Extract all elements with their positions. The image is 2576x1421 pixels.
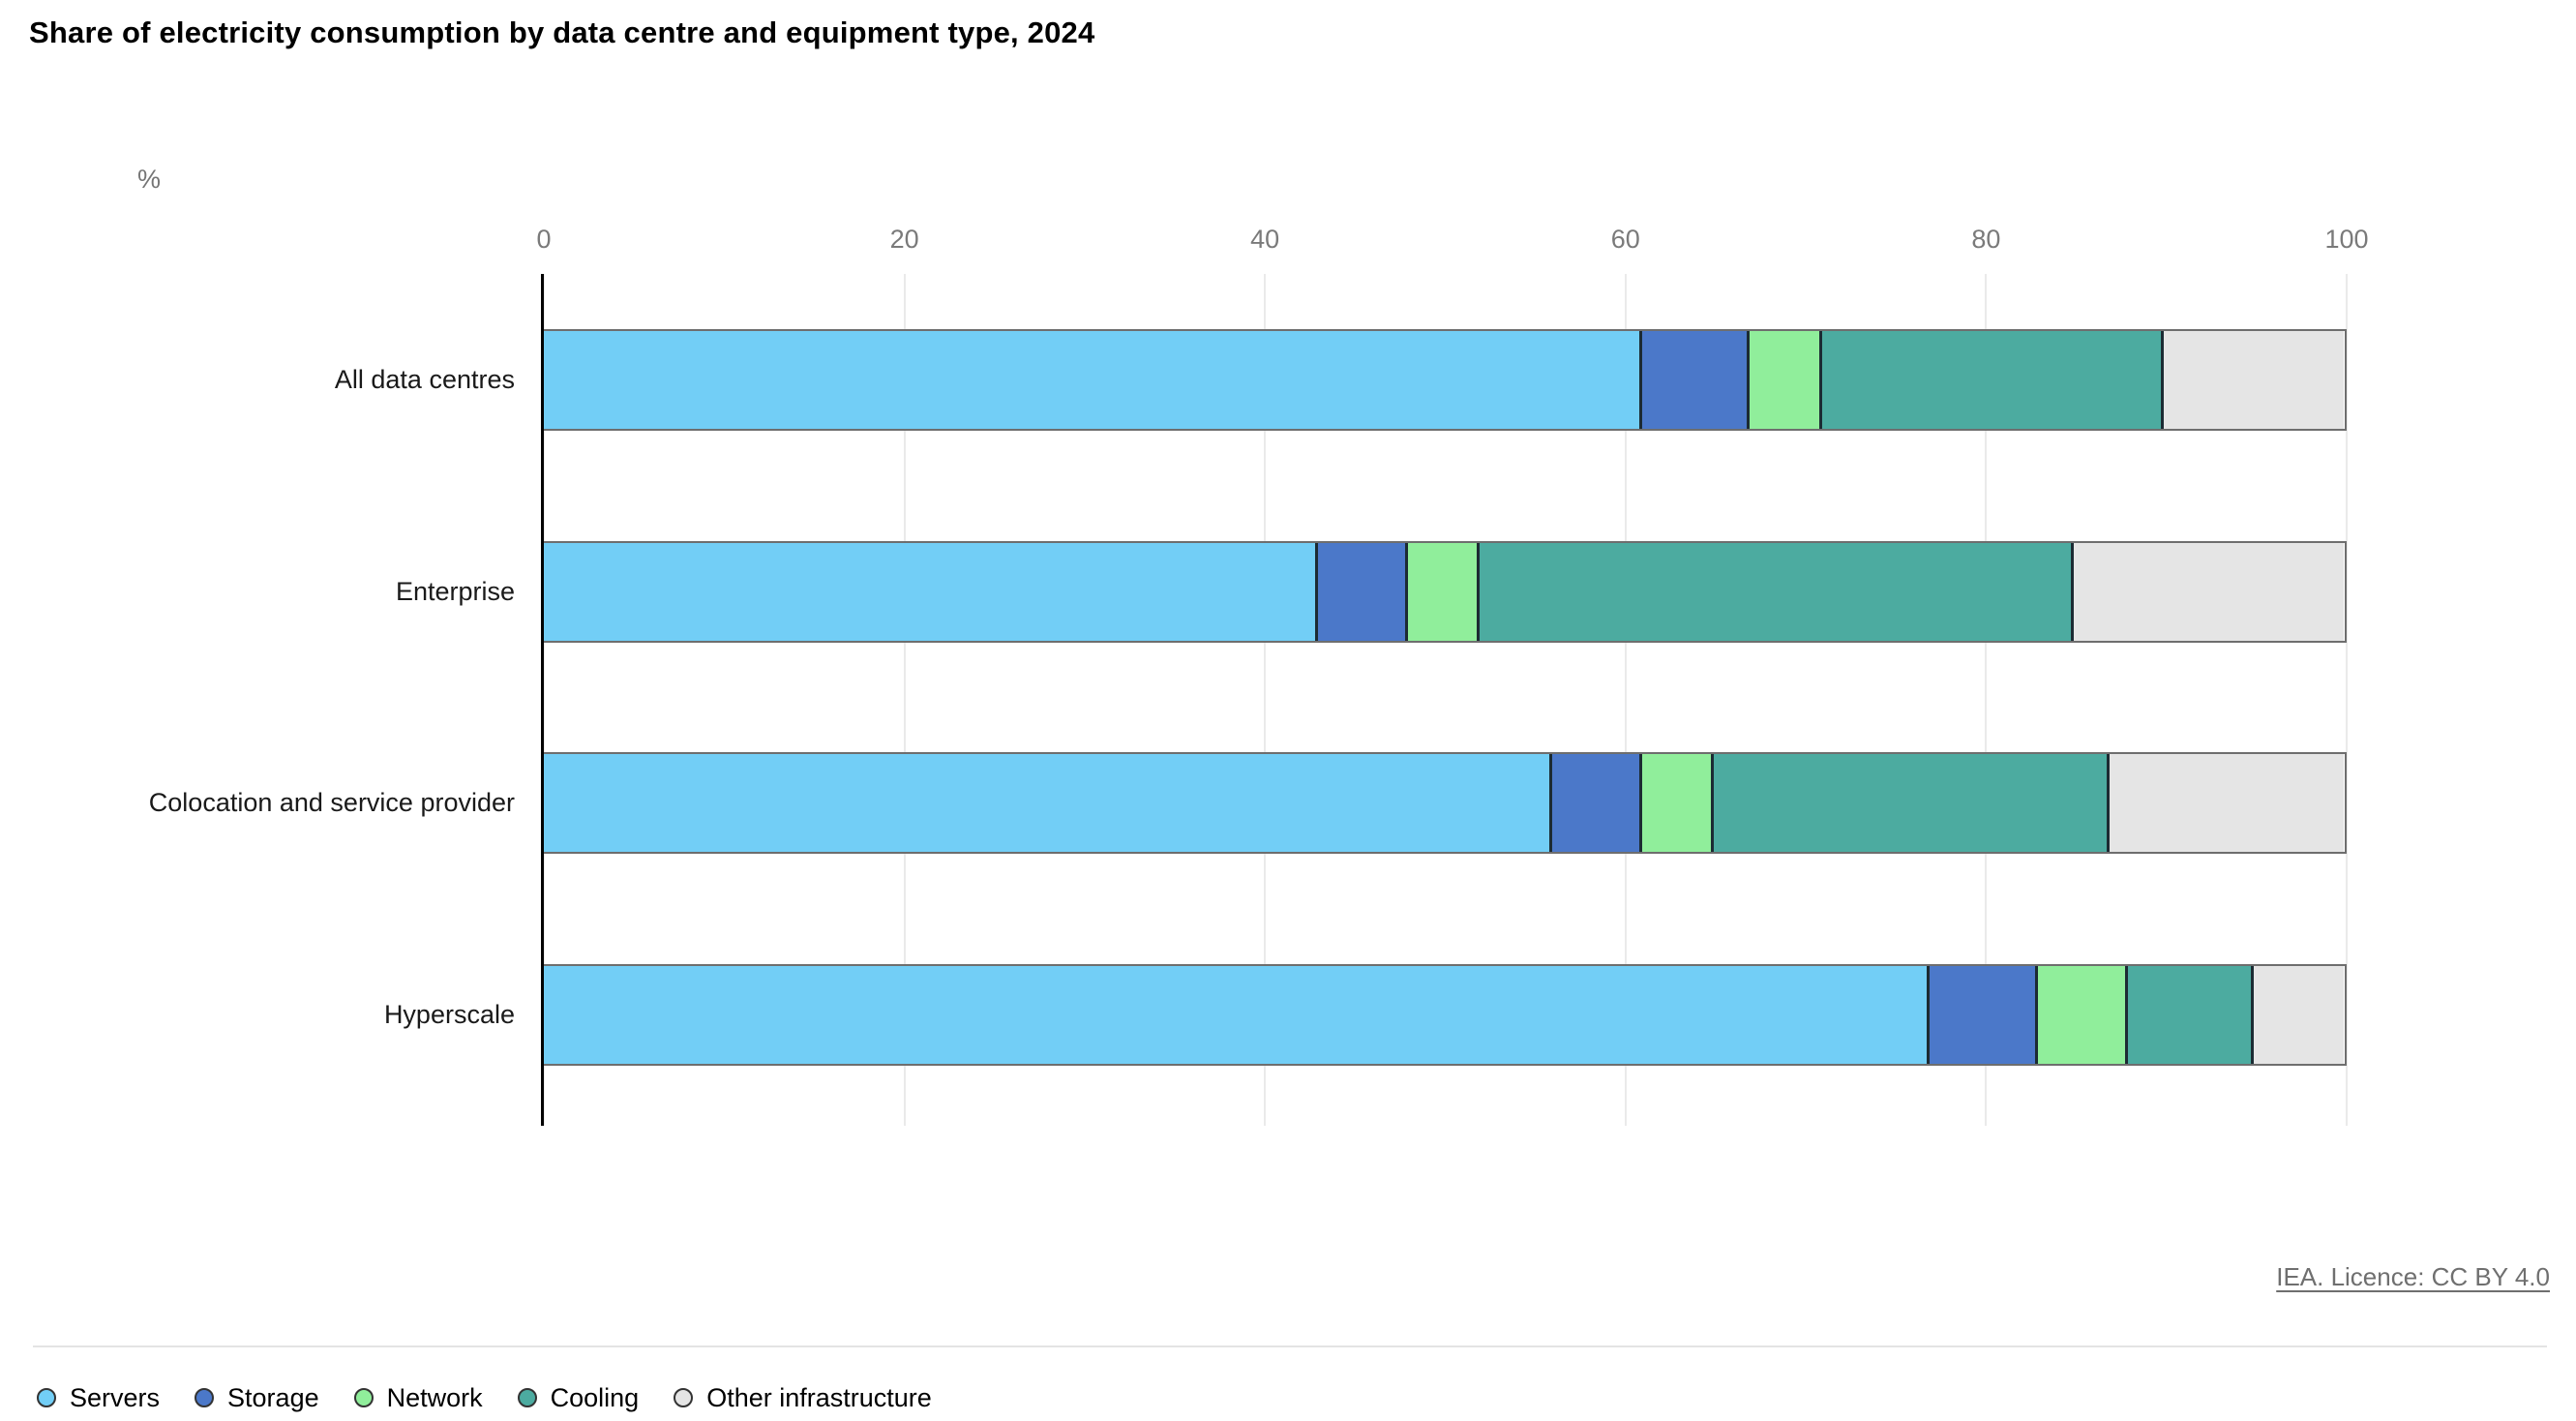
legend-item-other-infrastructure[interactable]: Other infrastructure (674, 1383, 932, 1413)
bar-row-colocation-and-service-provider (544, 752, 2347, 854)
legend-label-servers: Servers (70, 1382, 161, 1412)
bar-segment-other-infrastructure[interactable] (2164, 331, 2344, 429)
gridline-100 (2346, 274, 2348, 1126)
bar-row-enterprise (544, 541, 2347, 643)
gridline-20 (903, 274, 906, 1126)
category-label-enterprise: Enterprise (395, 577, 515, 606)
bar-segment-cooling[interactable] (1821, 331, 2164, 429)
gridline-40 (1264, 274, 1267, 1126)
legend: Servers Storage Network Cooling Other infras… (37, 1376, 932, 1419)
legend-marker-network-icon (353, 1388, 374, 1407)
legend-marker-storage-icon (195, 1388, 215, 1407)
legend-label-cooling: Cooling (550, 1382, 640, 1412)
gridline-60 (1624, 274, 1627, 1126)
footer-divider (33, 1345, 2547, 1347)
category-label-colocation-and-service-provider: Colocation and service provider (148, 788, 515, 817)
legend-item-cooling[interactable]: Cooling (517, 1382, 640, 1413)
legend-item-servers[interactable]: Servers (37, 1383, 160, 1413)
bar-segment-network[interactable] (2037, 966, 2128, 1064)
gridline-0 (543, 274, 545, 1126)
bar-segment-cooling[interactable] (2127, 966, 2254, 1064)
y-axis-line (541, 274, 544, 1126)
category-label-hyperscale: Hyperscale (383, 1000, 515, 1029)
x-tick-label: 60 (1610, 225, 1640, 254)
y-axis-unit-label: % (137, 165, 162, 194)
chart-title: Share of electricity consumption by data… (29, 15, 1095, 49)
bar-segment-servers[interactable] (544, 754, 1552, 852)
legend-marker-cooling-icon (517, 1388, 537, 1407)
gridline-80 (1985, 274, 1988, 1126)
bar-segment-servers[interactable] (544, 543, 1318, 641)
bar-segment-storage[interactable] (1930, 966, 2038, 1064)
bar-segment-storage[interactable] (1551, 754, 1642, 852)
legend-marker-other-infrastructure-icon (674, 1388, 694, 1407)
legend-marker-servers-icon (37, 1388, 56, 1407)
x-tick-label: 0 (536, 225, 552, 254)
legend-label-other-infrastructure: Other infrastructure (706, 1382, 932, 1412)
x-tick-label: 20 (889, 225, 919, 254)
bar-segment-other-infrastructure[interactable] (2110, 754, 2344, 852)
bar-segment-cooling[interactable] (1480, 543, 2074, 641)
bar-segment-other-infrastructure[interactable] (2074, 543, 2344, 641)
bar-segment-network[interactable] (1641, 754, 1714, 852)
x-tick-label: 80 (1971, 225, 2001, 254)
bar-segment-servers[interactable] (544, 966, 1931, 1064)
legend-label-network: Network (386, 1382, 483, 1412)
bar-segment-storage[interactable] (1641, 331, 1751, 429)
attribution-link[interactable]: IEA. Licence: CC BY 4.0 (2276, 1262, 2550, 1291)
bar-row-all-data-centres (544, 329, 2347, 431)
bar-segment-network[interactable] (1407, 543, 1481, 641)
bar-row-hyperscale (544, 964, 2347, 1066)
category-label-all-data-centres: All data centres (334, 365, 515, 394)
x-tick-label: 100 (2324, 225, 2369, 254)
bar-segment-storage[interactable] (1317, 543, 1408, 641)
x-tick-label: 40 (1250, 225, 1280, 254)
bar-segment-network[interactable] (1750, 331, 1822, 429)
legend-item-storage[interactable]: Storage (195, 1383, 319, 1413)
bar-segment-servers[interactable] (544, 331, 1642, 429)
legend-item-network[interactable]: Network (353, 1382, 483, 1413)
bar-segment-cooling[interactable] (1714, 754, 2111, 852)
legend-label-storage: Storage (227, 1382, 319, 1412)
bar-segment-other-infrastructure[interactable] (2254, 966, 2344, 1064)
